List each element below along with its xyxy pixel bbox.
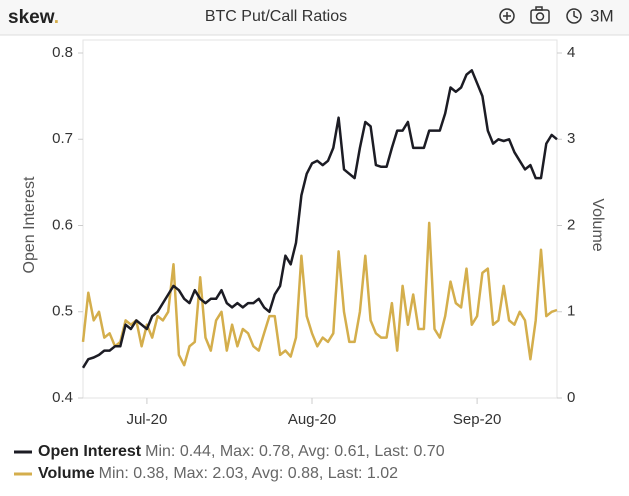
- y-tick-label: 0.5: [52, 303, 73, 320]
- zoom-icon[interactable]: [499, 8, 515, 24]
- y-tick-label: 0.7: [52, 130, 73, 147]
- legend-summary: Min: 0.38, Max: 2.03, Avg: 0.88, Last: 1…: [99, 465, 399, 482]
- y2-axis-title: Volume: [589, 198, 606, 251]
- logo-text: skew: [8, 7, 55, 28]
- y-axis-title: Open Interest: [21, 176, 38, 274]
- y2-tick-label: 3: [567, 130, 575, 147]
- series-line: [81, 69, 558, 369]
- range-button[interactable]: 3M: [590, 6, 614, 25]
- y2-tick-label: 4: [567, 44, 575, 61]
- header-bar: [0, 0, 629, 35]
- x-tick-label: Aug-20: [288, 411, 336, 428]
- y-tick-label: 0.8: [52, 44, 73, 61]
- y2-tick-label: 0: [567, 389, 575, 406]
- legend-name: Open Interest: [38, 443, 142, 460]
- chart-title: BTC Put/Call Ratios: [205, 8, 347, 25]
- logo-dot: .: [54, 7, 59, 28]
- legend-summary: Min: 0.44, Max: 0.78, Avg: 0.61, Last: 0…: [145, 443, 445, 460]
- clock-icon[interactable]: [566, 8, 582, 24]
- series-line: [81, 221, 558, 367]
- logo: skew.: [8, 7, 59, 28]
- x-tick-label: Jul-20: [126, 411, 167, 428]
- y-tick-label: 0.6: [52, 216, 73, 233]
- y-tick-label: 0.4: [52, 389, 73, 406]
- legend-entry: Volume Min: 0.38, Max: 2.03, Avg: 0.88, L…: [38, 465, 398, 482]
- plot-frame: [82, 39, 558, 399]
- legend-name: Volume: [38, 465, 95, 482]
- x-tick-label: Sep-20: [453, 411, 501, 428]
- legend-entry: Open Interest Min: 0.44, Max: 0.78, Avg: …: [38, 443, 445, 460]
- y2-tick-label: 2: [567, 216, 575, 233]
- camera-icon[interactable]: [530, 6, 550, 24]
- y2-tick-label: 1: [567, 303, 575, 320]
